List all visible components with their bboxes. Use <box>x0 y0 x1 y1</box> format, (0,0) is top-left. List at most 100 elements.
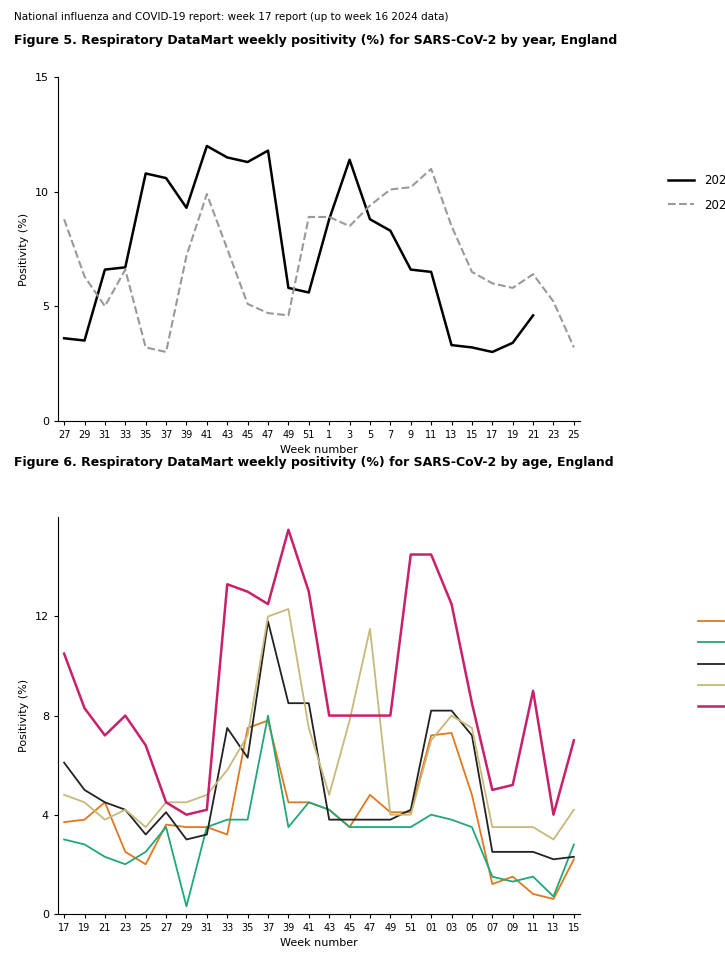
5-14 <box>264 710 273 721</box>
2022-2023 <box>549 296 558 308</box>
45-64 <box>244 729 252 741</box>
45-64 <box>549 834 558 845</box>
45-64 <box>284 603 293 615</box>
45-64 <box>488 821 497 833</box>
5-14 <box>284 821 293 833</box>
2023-2024 <box>345 154 354 165</box>
0-4 <box>488 878 497 890</box>
0-4 <box>508 871 517 883</box>
0-4 <box>59 816 68 828</box>
Text: Figure 5. Respiratory DataMart weekly positivity (%) for SARS-CoV-2 by year, Eng: Figure 5. Respiratory DataMart weekly po… <box>14 34 618 46</box>
0-4 <box>549 894 558 905</box>
65+ <box>59 648 68 659</box>
0-4 <box>284 797 293 808</box>
0-4 <box>121 846 130 858</box>
45-64 <box>325 789 334 801</box>
5-14 <box>468 821 476 833</box>
65+ <box>325 710 334 721</box>
15-44 <box>304 697 313 709</box>
0-4 <box>264 715 273 726</box>
65+ <box>508 779 517 791</box>
65+ <box>101 729 109 741</box>
45-64 <box>508 821 517 833</box>
65+ <box>162 797 170 808</box>
2022-2023 <box>182 250 191 262</box>
65+ <box>121 710 130 721</box>
15-44 <box>101 797 109 808</box>
65+ <box>202 804 211 815</box>
2023-2024 <box>488 346 497 358</box>
65+ <box>345 710 354 721</box>
65+ <box>549 808 558 820</box>
15-44 <box>570 851 579 863</box>
X-axis label: Week number: Week number <box>280 938 358 949</box>
15-44 <box>529 846 537 858</box>
Y-axis label: Positivity (%): Positivity (%) <box>20 679 29 752</box>
5-14 <box>223 814 231 826</box>
45-64 <box>223 764 231 776</box>
65+ <box>80 702 89 714</box>
15-44 <box>59 757 68 769</box>
45-64 <box>182 797 191 808</box>
Legend: 2023-2024, 2022-2023: 2023-2024, 2022-2023 <box>663 169 725 217</box>
Legend: 0-4, 5-14, 15-44, 45-64, 65+: 0-4, 5-14, 15-44, 45-64, 65+ <box>693 610 725 718</box>
5-14 <box>345 821 354 833</box>
2022-2023 <box>365 200 374 212</box>
0-4 <box>182 821 191 833</box>
0-4 <box>162 819 170 831</box>
5-14 <box>488 871 497 883</box>
2022-2023 <box>427 163 436 175</box>
0-4 <box>223 829 231 840</box>
65+ <box>182 808 191 820</box>
Line: 2023-2024: 2023-2024 <box>64 146 533 352</box>
2023-2024 <box>447 339 456 351</box>
5-14 <box>427 808 436 820</box>
15-44 <box>121 804 130 815</box>
65+ <box>223 578 231 590</box>
65+ <box>529 685 537 696</box>
2022-2023 <box>264 308 273 319</box>
45-64 <box>80 797 89 808</box>
15-44 <box>80 784 89 796</box>
2023-2024 <box>244 157 252 168</box>
2022-2023 <box>529 269 537 280</box>
45-64 <box>141 821 150 833</box>
5-14 <box>141 846 150 858</box>
45-64 <box>468 722 476 734</box>
45-64 <box>427 735 436 747</box>
2023-2024 <box>264 145 273 157</box>
0-4 <box>468 789 476 801</box>
2022-2023 <box>284 309 293 321</box>
5-14 <box>182 900 191 912</box>
Line: 65+: 65+ <box>64 530 574 814</box>
15-44 <box>223 722 231 734</box>
2022-2023 <box>121 264 130 276</box>
65+ <box>244 586 252 598</box>
5-14 <box>508 876 517 888</box>
0-4 <box>244 722 252 734</box>
Line: 5-14: 5-14 <box>64 716 574 906</box>
0-4 <box>80 814 89 826</box>
0-4 <box>407 806 415 818</box>
15-44 <box>365 814 374 826</box>
5-14 <box>365 821 374 833</box>
2023-2024 <box>386 225 394 237</box>
65+ <box>284 524 293 536</box>
0-4 <box>386 806 394 818</box>
2023-2024 <box>284 282 293 294</box>
2023-2024 <box>468 341 476 353</box>
2022-2023 <box>488 278 497 289</box>
2023-2024 <box>304 286 313 298</box>
0-4 <box>447 727 456 739</box>
45-64 <box>304 722 313 734</box>
45-64 <box>121 804 130 815</box>
45-64 <box>345 715 354 726</box>
5-14 <box>80 838 89 850</box>
5-14 <box>162 821 170 833</box>
15-44 <box>182 834 191 845</box>
65+ <box>386 710 394 721</box>
65+ <box>304 586 313 598</box>
65+ <box>427 548 436 560</box>
15-44 <box>549 854 558 865</box>
45-64 <box>407 808 415 820</box>
